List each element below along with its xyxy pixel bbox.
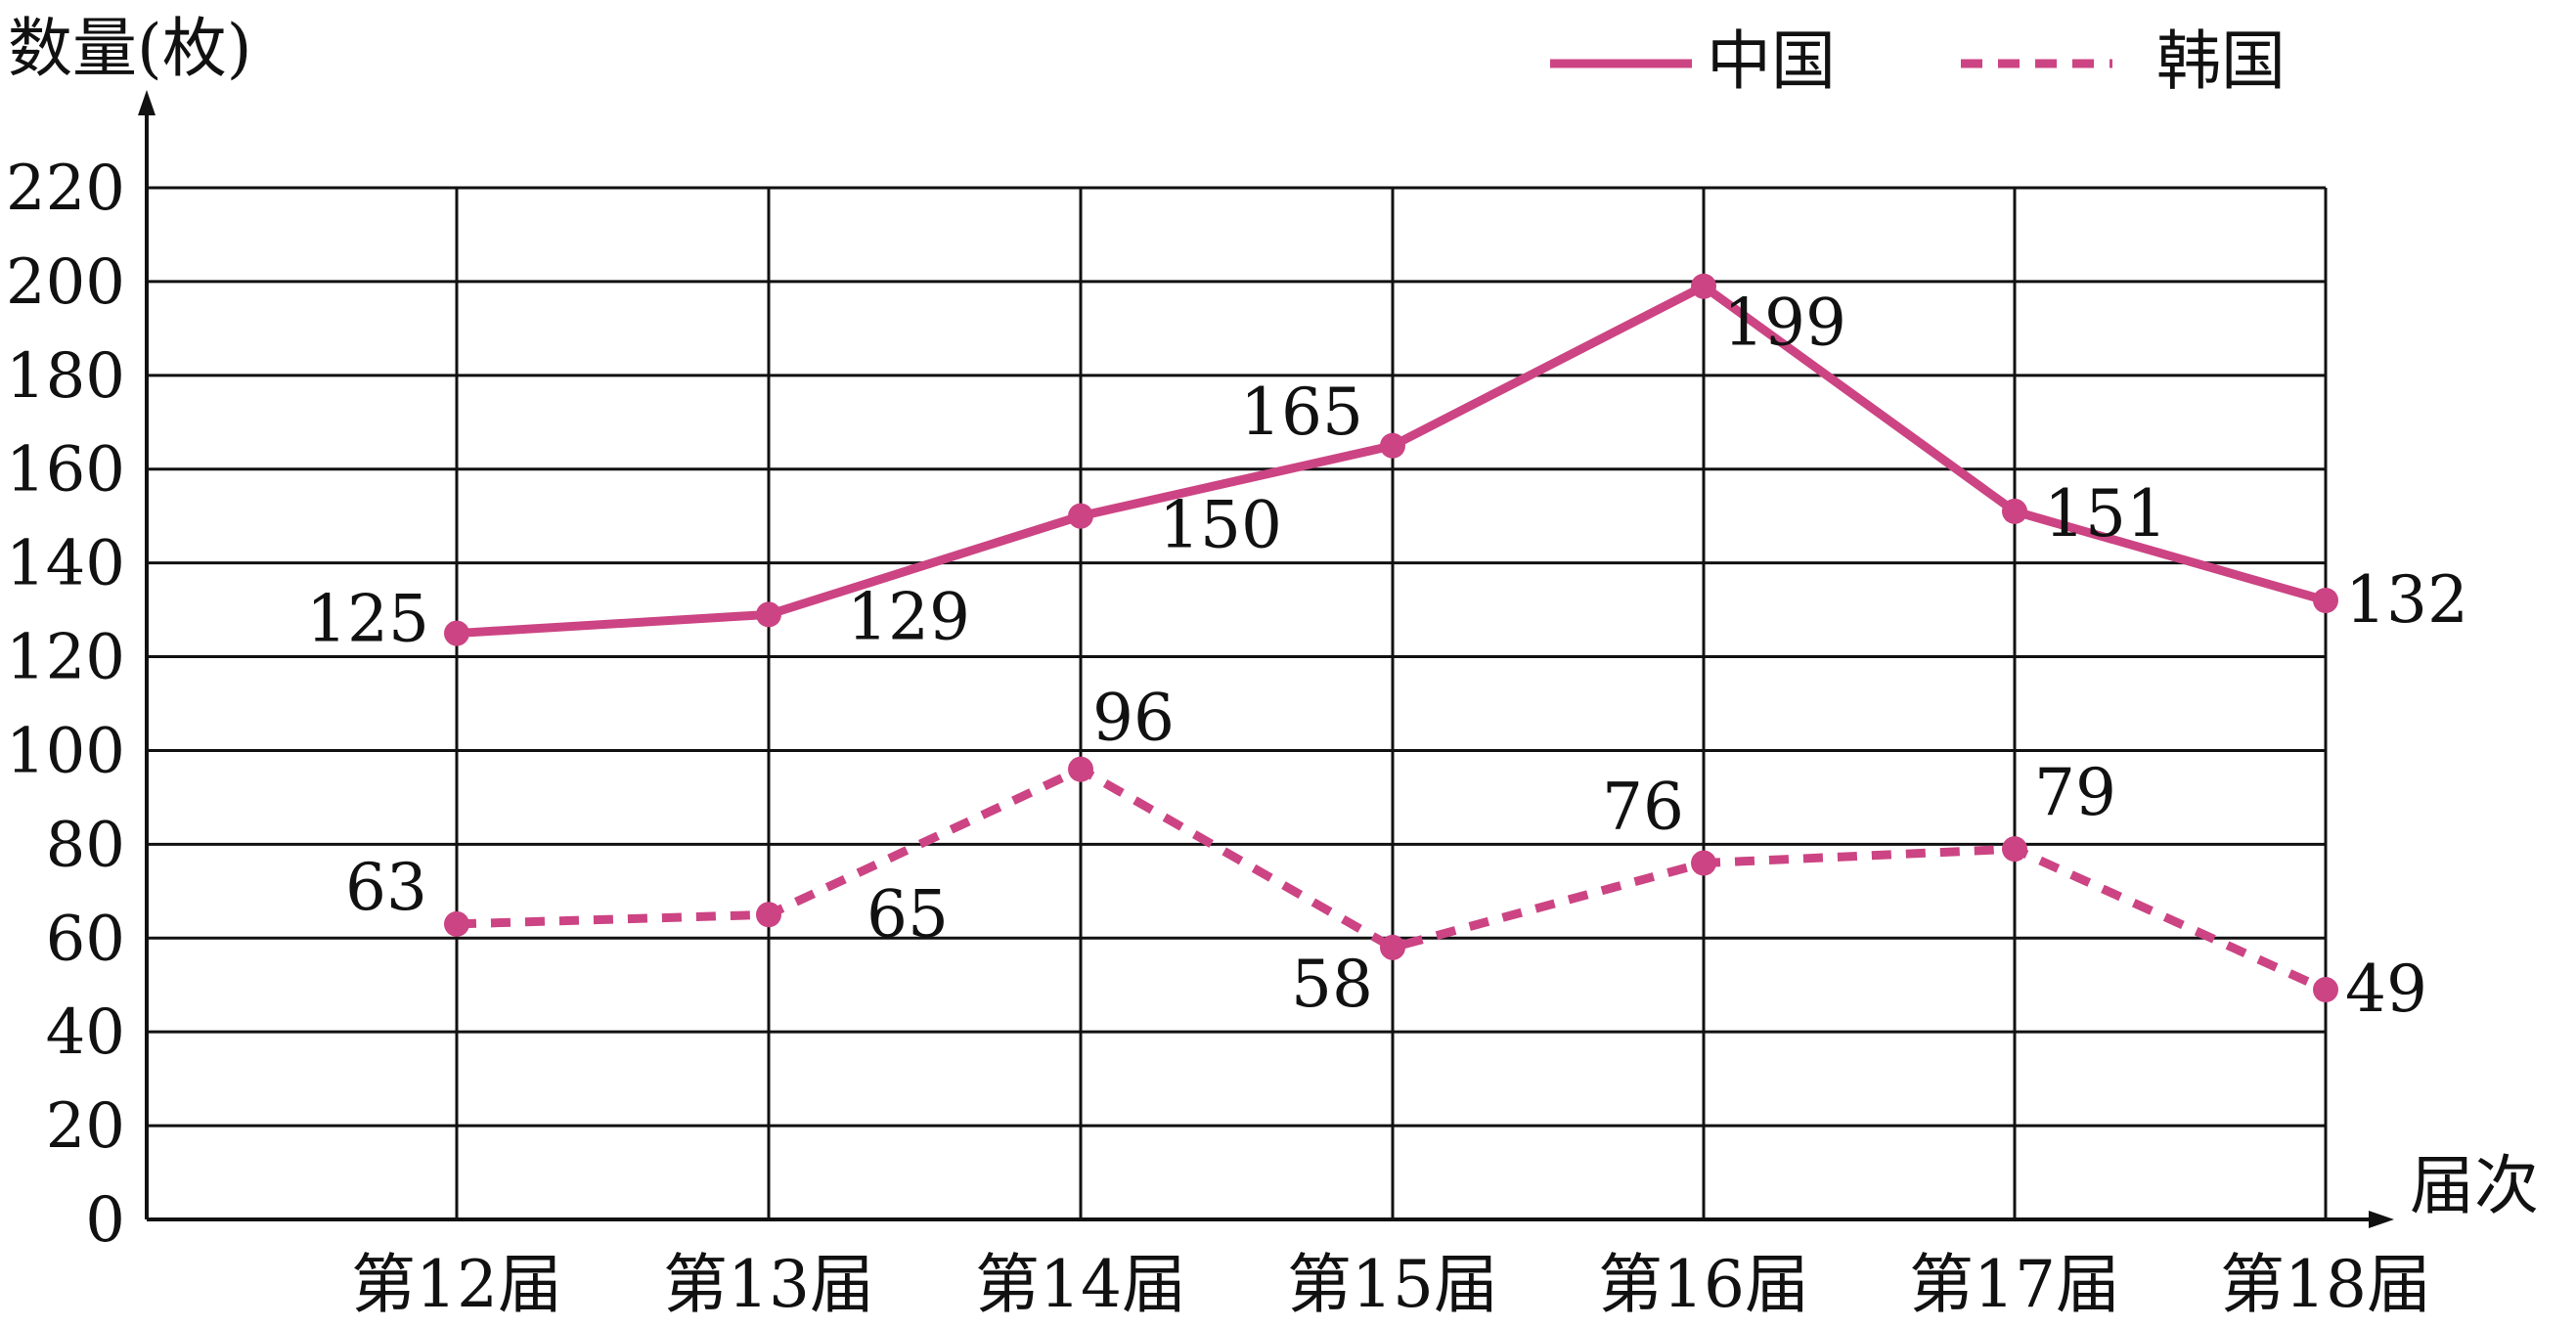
y-axis-arrow <box>138 90 155 115</box>
data-label: 151 <box>2044 476 2167 552</box>
x-tick-label: 第13届 <box>663 1247 874 1322</box>
data-label: 49 <box>2345 952 2427 1027</box>
data-point <box>1068 756 1093 782</box>
data-point <box>1068 503 1093 529</box>
data-point <box>444 620 469 646</box>
data-label: 150 <box>1159 488 1282 563</box>
y-tick-label: 120 <box>6 622 125 694</box>
y-tick-label: 100 <box>6 715 125 787</box>
x-axis-label: 届次 <box>2410 1148 2539 1223</box>
y-axis-label: 数量(枚) <box>8 11 252 86</box>
data-label: 132 <box>2345 562 2468 638</box>
legend-label-china: 中国 <box>1707 23 1836 99</box>
y-tick-label: 200 <box>6 246 125 319</box>
axes <box>138 90 2394 1228</box>
data-point <box>756 902 781 928</box>
x-tick-label: 第18届 <box>2220 1247 2431 1322</box>
y-tick-label: 0 <box>85 1184 125 1257</box>
legend-label-korea: 韩国 <box>2156 23 2286 99</box>
x-tick-label: 第14届 <box>975 1247 1186 1322</box>
x-tick-label: 第15届 <box>1287 1247 1498 1322</box>
data-label: 76 <box>1602 770 1684 845</box>
data-label: 79 <box>2034 755 2116 830</box>
data-label: 63 <box>345 850 427 925</box>
data-label: 65 <box>866 876 949 952</box>
y-tick-label: 220 <box>6 153 125 225</box>
legend: 中国 韩国 <box>1550 23 2286 99</box>
data-label: 58 <box>1291 947 1373 1022</box>
x-tick-label: 第17届 <box>1909 1247 2120 1322</box>
data-point <box>2313 977 2338 1003</box>
y-tick-label: 40 <box>46 996 125 1069</box>
data-label: 165 <box>1240 375 1363 450</box>
data-point <box>2313 588 2338 613</box>
data-point <box>444 910 469 937</box>
x-category-labels: 第12届 第13届 第14届 第15届 第16届 第17届 第18届 <box>351 1247 2431 1322</box>
data-labels: 125 129 150 165 199 151 132 63 65 96 58 76 79 49 <box>306 286 2468 1027</box>
data-point <box>1691 850 1716 876</box>
data-label: 96 <box>1092 681 1175 756</box>
x-tick-label: 第12届 <box>351 1247 562 1322</box>
series-layer <box>444 273 2338 1003</box>
data-point <box>2002 836 2027 863</box>
data-point <box>1380 934 1405 960</box>
x-tick-label: 第16届 <box>1598 1247 1809 1322</box>
data-label: 125 <box>306 582 429 657</box>
data-label: 129 <box>847 579 970 654</box>
y-tick-labels: 0 20 40 60 80 100 120 140 160 180 200 220 <box>6 153 125 1257</box>
data-point <box>1691 273 1716 299</box>
y-tick-label: 20 <box>46 1090 125 1163</box>
y-tick-label: 160 <box>6 434 125 507</box>
data-point <box>2002 498 2027 524</box>
grid <box>147 186 2328 1219</box>
y-tick-label: 140 <box>6 528 125 600</box>
data-point <box>1380 432 1405 459</box>
y-tick-label: 80 <box>46 809 125 881</box>
data-point <box>756 601 781 628</box>
y-tick-label: 60 <box>46 903 125 975</box>
x-axis-arrow <box>2369 1211 2394 1228</box>
y-tick-label: 180 <box>6 340 125 413</box>
data-label: 199 <box>1723 286 1846 361</box>
